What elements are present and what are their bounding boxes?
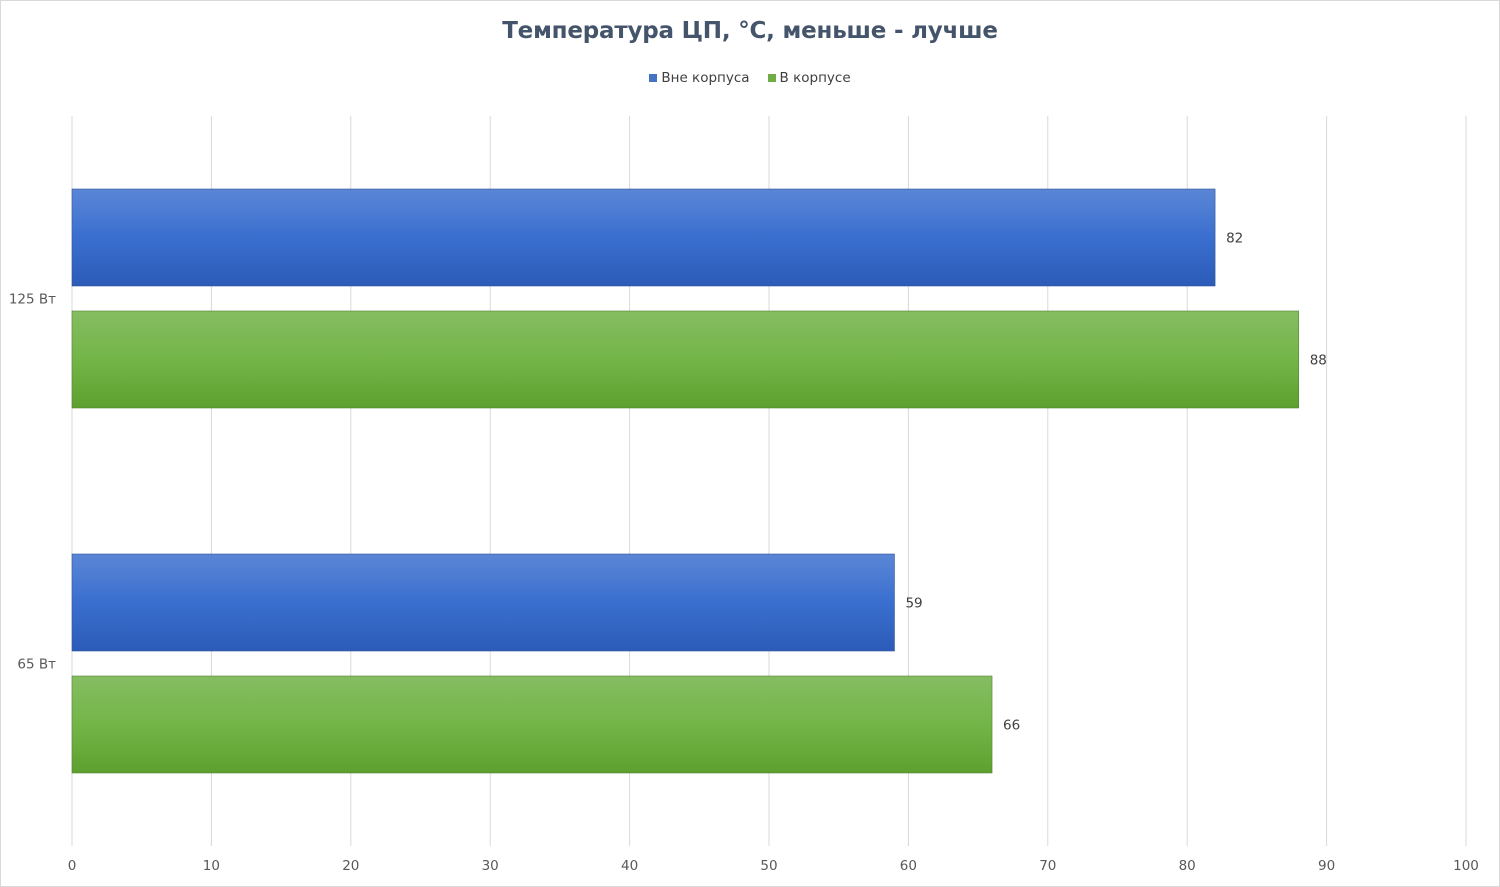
- data-label-outside-case-0: 82: [1226, 231, 1243, 247]
- x-tick-label-40: 40: [621, 858, 638, 874]
- x-tick-label-70: 70: [1039, 858, 1056, 874]
- data-label-inside-case-1: 66: [1003, 718, 1020, 734]
- x-tick-label-10: 10: [203, 858, 220, 874]
- x-tick-label-50: 50: [760, 858, 777, 874]
- data-label-inside-case-0: 88: [1310, 353, 1327, 369]
- category-label-0: 125 Вт: [9, 292, 56, 308]
- legend-label-outside-case: Вне корпуса: [661, 70, 750, 86]
- x-tick-label-30: 30: [482, 858, 499, 874]
- labels: 0 10 20 30 40 50 60 70 80 90 100 125 Вт 82 88 65 Вт 59 6…: [9, 231, 1479, 875]
- legend-item-inside-case: В корпусе: [767, 70, 851, 86]
- category-label-1: 65 Вт: [17, 657, 56, 673]
- x-tick-label-80: 80: [1179, 858, 1196, 874]
- x-tick-label-20: 20: [342, 858, 359, 874]
- bar-inside-case-0: [71, 310, 1300, 409]
- data-label-outside-case-1: 59: [905, 596, 922, 612]
- x-tick-label-0: 0: [68, 858, 77, 874]
- bar-outside-case-1: [71, 553, 895, 652]
- chart-title: Температура ЦП, °C, меньше - лучше: [502, 18, 998, 44]
- bar-inside-case-1: [71, 675, 993, 774]
- x-tick-label-100: 100: [1453, 858, 1479, 874]
- x-tick-label-60: 60: [900, 858, 917, 874]
- x-tick-label-90: 90: [1318, 858, 1335, 874]
- legend-swatch-inside-case: [767, 74, 776, 82]
- bars: [71, 188, 1300, 774]
- legend-item-outside-case: Вне корпуса: [649, 70, 750, 86]
- bar-outside-case-0: [71, 188, 1216, 287]
- legend-swatch-outside-case: [649, 74, 658, 82]
- legend: Вне корпуса В корпусе: [0, 70, 1500, 86]
- legend-label-inside-case: В корпусе: [779, 70, 851, 86]
